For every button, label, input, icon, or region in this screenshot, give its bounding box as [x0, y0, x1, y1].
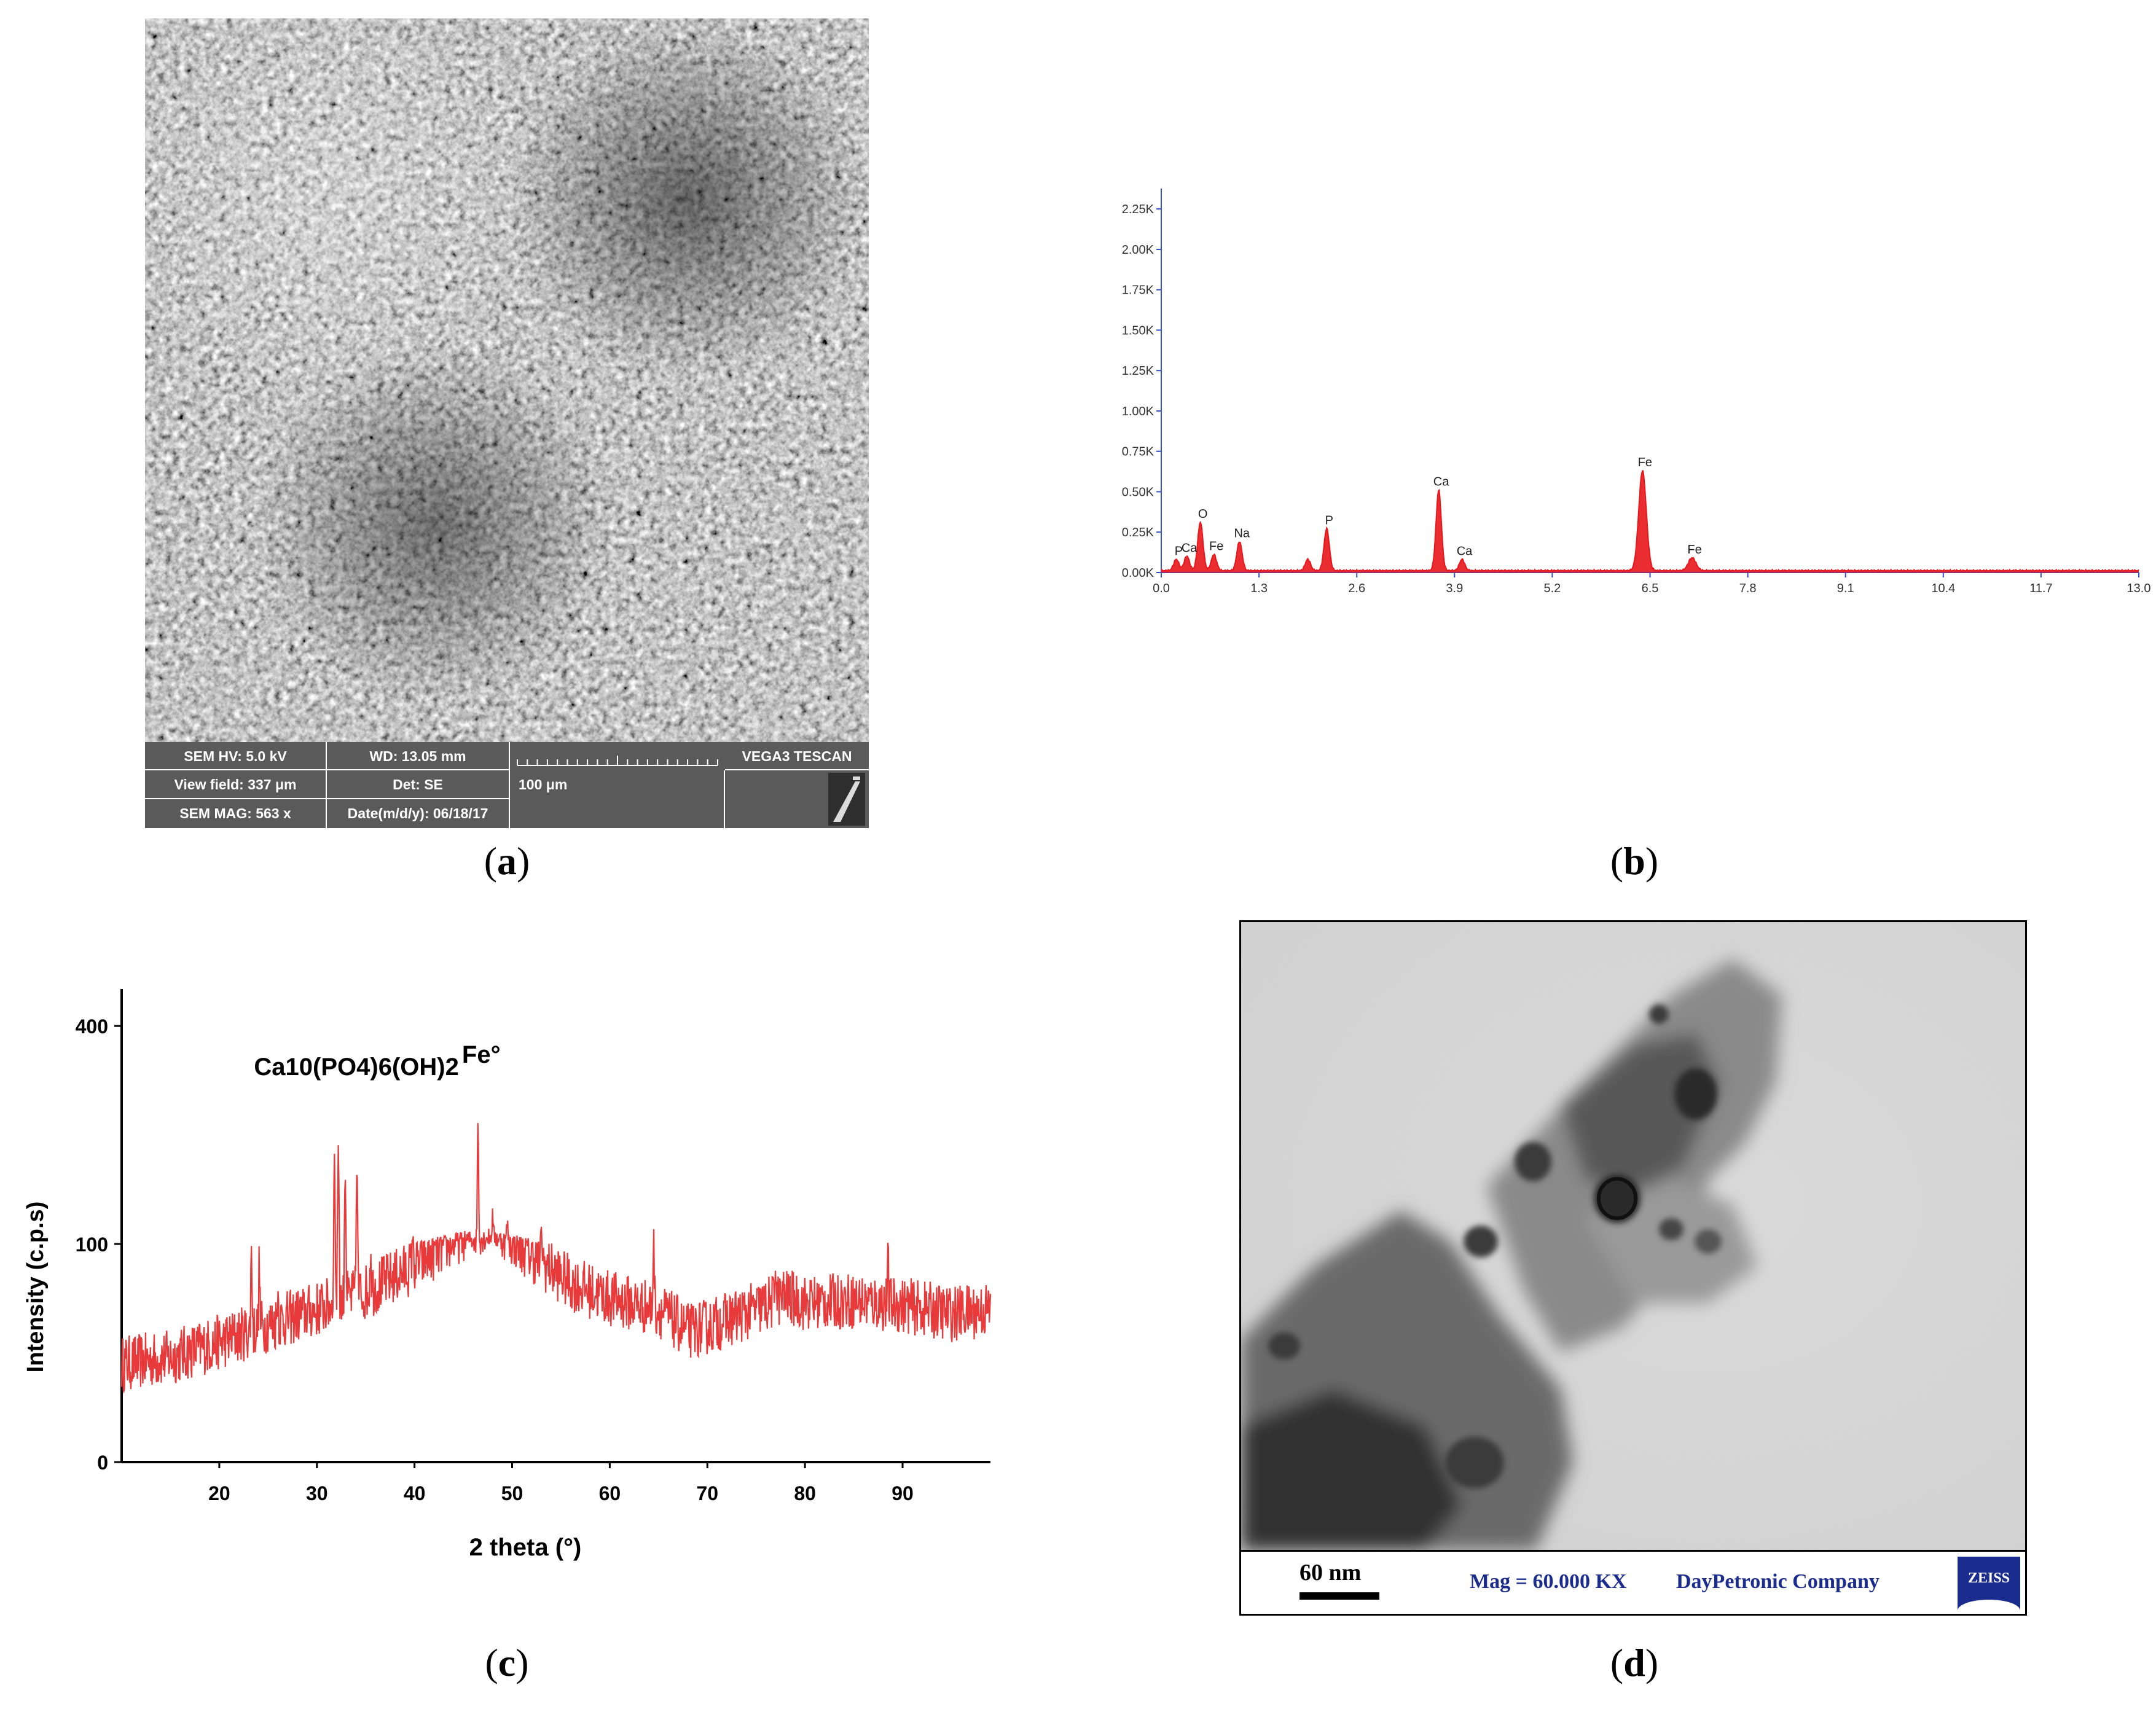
xrd-x-axis-label: 2 theta (°): [469, 1534, 582, 1561]
sem-mag: SEM MAG: 563 x: [145, 799, 327, 828]
caption-c: (c): [485, 1641, 529, 1684]
xrd-pattern-line: [120, 1123, 992, 1394]
xrd-x-tick-label: 30: [306, 1482, 328, 1504]
tem-magnification: Mag = 60.000 KX: [1470, 1570, 1627, 1593]
edx-y-tick-label: 1.00K: [1122, 405, 1154, 418]
edx-peak-label: P: [1175, 545, 1183, 558]
xrd-y-tick-label: 400: [76, 1015, 108, 1038]
edx-chart: 0.00K 0.25K 0.50K 0.75K 1.00K 1.25K 1.50K 1.75K…: [1122, 189, 2151, 595]
sem-info-bar: SEM HV: 5.0 kV WD: 13.05 mm VEGA3 TESCAN…: [145, 742, 869, 828]
xrd-chart: 0 100 400 20 30 40 50 60 70 80 90 2 theta (°) Intens…: [23, 989, 992, 1561]
caption-d: (d): [1610, 1641, 1659, 1684]
tem-texture: [1241, 922, 2025, 1550]
tescan-logo-icon: [828, 773, 865, 826]
xrd-y-tick-label: 0: [97, 1452, 108, 1474]
tem-info-bar: 60 nm Mag = 60.000 KX DayPetronic Compan…: [1241, 1550, 2025, 1616]
sem-hv: SEM HV: 5.0 kV: [145, 742, 327, 770]
edx-x-tick-label: 10.4: [1931, 582, 1955, 595]
edx-y-tick-label: 1.50K: [1122, 324, 1154, 337]
tem-micrograph: [1241, 922, 2025, 1550]
xrd-annotation-hap: Ca10(PO4)6(OH)2: [254, 1054, 458, 1081]
sem-micrograph: [145, 18, 869, 742]
edx-x-tick-label: 0.0: [1153, 582, 1170, 595]
edx-y-tick-label: 2.00K: [1122, 243, 1154, 257]
xrd-x-tick-label: 20: [208, 1482, 230, 1504]
sem-scale-bar: [517, 756, 718, 766]
edx-x-tick-label: 5.2: [1543, 582, 1561, 595]
edx-y-tick-label: 0.00K: [1122, 566, 1154, 580]
edx-peak-label: P: [1325, 514, 1333, 528]
sem-wd: WD: 13.05 mm: [327, 742, 510, 770]
edx-x-tick-label: 6.5: [1642, 582, 1659, 595]
tem-scale-label: 60 nm: [1299, 1560, 1362, 1586]
xrd-y-tick-label: 100: [76, 1234, 108, 1256]
xrd-x-tick-label: 60: [599, 1482, 621, 1504]
edx-y-tick-label: 1.25K: [1122, 364, 1154, 378]
xrd-x-tick-label: 70: [696, 1482, 718, 1504]
xrd-x-tick-label: 40: [404, 1482, 426, 1504]
edx-y-tick-label: 0.75K: [1122, 445, 1154, 459]
xrd-x-tick-label: 50: [501, 1482, 523, 1504]
xrd-annotation-fe: Fe°: [462, 1041, 501, 1068]
edx-y-tick-label: 0.50K: [1122, 485, 1154, 499]
edx-peak-label: Ca: [1182, 541, 1198, 555]
xrd-y-axis-label: Intensity (c.p.s): [23, 1202, 49, 1373]
edx-peak-label: Na: [1234, 527, 1250, 541]
edx-x-tick-label: 7.8: [1739, 582, 1757, 595]
edx-x-tick-label: 13.0: [2127, 582, 2151, 595]
sem-brand: VEGA3 TESCAN: [725, 742, 869, 770]
edx-x-tick-label: 2.6: [1348, 582, 1365, 595]
edx-x-tick-label: 3.9: [1446, 582, 1463, 595]
xrd-x-tick-label: 80: [794, 1482, 816, 1504]
edx-spectrum-line: [1161, 470, 2139, 573]
zeiss-logo: ZEISS: [1958, 1557, 2020, 1611]
edx-x-tick-label: 1.3: [1250, 582, 1268, 595]
edx-peak-label: Fe: [1687, 543, 1701, 557]
edx-y-tick-label: 1.75K: [1122, 284, 1154, 297]
sem-detector: Det: SE: [327, 770, 510, 799]
tem-company: DayPetronic Company: [1676, 1570, 1880, 1593]
edx-y-tick-label: 2.25K: [1122, 203, 1154, 216]
caption-b: (b): [1610, 839, 1659, 883]
edx-peak-label: Fe: [1638, 456, 1652, 469]
edx-y-tick-label: 0.25K: [1122, 526, 1154, 539]
tem-frame: 60 nm Mag = 60.000 KX DayPetronic Compan…: [1239, 920, 2027, 1616]
sem-view-field: View field: 337 μm: [145, 770, 327, 799]
xrd-x-tick-label: 90: [892, 1482, 914, 1504]
sem-date: Date(m/d/y): 06/18/17: [327, 799, 510, 828]
tem-scale-bar: [1299, 1592, 1379, 1600]
caption-a: (a): [484, 839, 530, 883]
edx-x-tick-label: 9.1: [1837, 582, 1854, 595]
edx-peak-label: O: [1198, 507, 1208, 521]
edx-peak-label: Ca: [1457, 545, 1473, 558]
edx-peak-label: Ca: [1433, 475, 1449, 488]
sem-texture: [145, 18, 869, 742]
sem-scale-label: 100 μm: [510, 770, 725, 828]
edx-peak-label: Fe: [1209, 540, 1223, 553]
edx-x-tick-label: 11.7: [2029, 582, 2052, 595]
